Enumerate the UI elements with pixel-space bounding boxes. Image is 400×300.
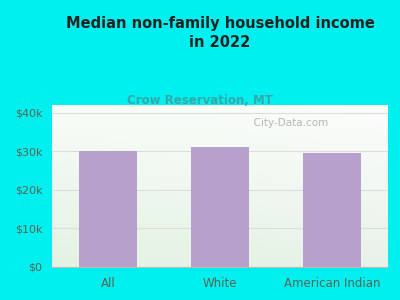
Text: Crow Reservation, MT: Crow Reservation, MT — [127, 94, 273, 107]
Text: City-Data.com: City-Data.com — [247, 118, 328, 128]
Bar — [79, 151, 137, 267]
Bar — [191, 147, 249, 267]
Title: Median non-family household income
in 2022: Median non-family household income in 20… — [66, 16, 374, 50]
Bar — [303, 153, 361, 267]
